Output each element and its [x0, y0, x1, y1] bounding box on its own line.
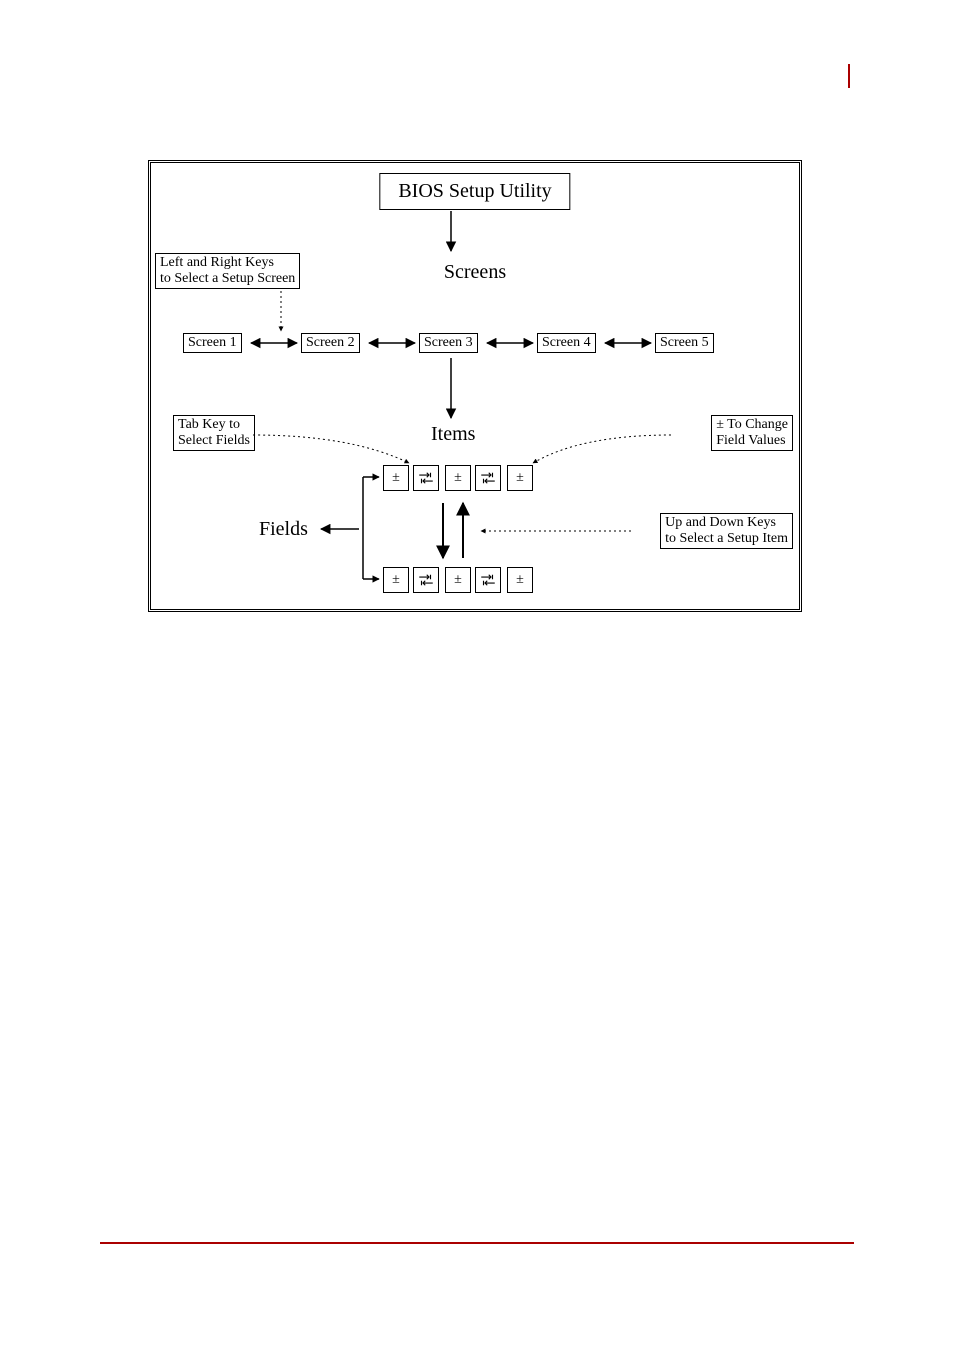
tab-key-text: Tab Key to Select Fields [178, 417, 250, 448]
title-box: BIOS Setup Utility [379, 173, 570, 210]
fields-label: Fields [259, 518, 308, 541]
pm-hint-text: ± To Change Field Values [716, 417, 788, 448]
screen-4-text: Screen 4 [542, 335, 591, 350]
tab-icon [417, 571, 435, 589]
field-row1-tab2 [475, 465, 501, 491]
items-text: Items [431, 423, 475, 445]
screens-label: Screens [444, 261, 506, 284]
field-row2-pm1: ± [383, 567, 409, 593]
tab-icon [417, 469, 435, 487]
footer-line [100, 1242, 854, 1244]
left-right-hint: Left and Right Keys to Select a Setup Sc… [155, 253, 300, 289]
screen-2-box: Screen 2 [301, 333, 360, 353]
field-row2-pm3: ± [507, 567, 533, 593]
pm-hint: ± To Change Field Values [711, 415, 793, 451]
left-right-text: Left and Right Keys to Select a Setup Sc… [160, 255, 295, 286]
field-row2-pm2: ± [445, 567, 471, 593]
items-label: Items [431, 423, 475, 446]
text-cursor [848, 64, 850, 88]
screen-3-box: Screen 3 [419, 333, 478, 353]
field-row1-tab1 [413, 465, 439, 491]
pm-icon: ± [392, 470, 400, 486]
screen-5-box: Screen 5 [655, 333, 714, 353]
pm-icon: ± [516, 470, 524, 486]
title-text: BIOS Setup Utility [398, 180, 551, 202]
pm-icon: ± [516, 572, 524, 588]
screen-1-box: Screen 1 [183, 333, 242, 353]
tab-key-hint: Tab Key to Select Fields [173, 415, 255, 451]
tab-icon [479, 469, 497, 487]
screen-2-text: Screen 2 [306, 335, 355, 350]
diagram-frame: BIOS Setup Utility Screens Left and Righ… [148, 160, 802, 612]
screen-4-box: Screen 4 [537, 333, 596, 353]
field-row2-tab2 [475, 567, 501, 593]
tab-icon [479, 571, 497, 589]
field-row1-pm3: ± [507, 465, 533, 491]
pm-icon: ± [392, 572, 400, 588]
pm-icon: ± [454, 470, 462, 486]
updown-hint: Up and Down Keys to Select a Setup Item [660, 513, 793, 549]
updown-text: Up and Down Keys to Select a Setup Item [665, 515, 788, 546]
field-row1-pm1: ± [383, 465, 409, 491]
screen-5-text: Screen 5 [660, 335, 709, 350]
field-row1-pm2: ± [445, 465, 471, 491]
pm-icon: ± [454, 572, 462, 588]
screens-text: Screens [444, 261, 506, 283]
field-row2-tab1 [413, 567, 439, 593]
screen-1-text: Screen 1 [188, 335, 237, 350]
screen-3-text: Screen 3 [424, 335, 473, 350]
fields-text: Fields [259, 518, 308, 540]
